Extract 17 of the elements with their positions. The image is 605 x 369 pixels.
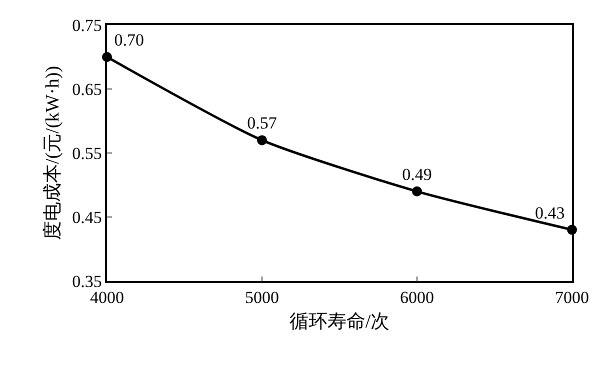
x-axis-title: 循环寿命/次 bbox=[289, 311, 390, 332]
point bbox=[412, 186, 422, 196]
y-tick-label: 0.65 bbox=[72, 80, 102, 99]
data-label: 0.70 bbox=[114, 30, 144, 50]
y-tick-label: 0.55 bbox=[72, 144, 102, 163]
data-label: 0.57 bbox=[247, 114, 278, 133]
x-tick-label: 5000 bbox=[245, 288, 279, 308]
point bbox=[257, 135, 267, 146]
data-label: 0.49 bbox=[402, 164, 432, 184]
y-tick-label: 0.75 bbox=[72, 16, 102, 35]
x-tick-label: 6000 bbox=[400, 288, 434, 308]
x-tick-label: 7000 bbox=[555, 288, 589, 308]
y-axis-title: 度电成本/(元/(kW·h)) bbox=[41, 66, 64, 240]
data-label: 0.43 bbox=[535, 203, 565, 222]
y-tick-label: 0.45 bbox=[72, 208, 102, 227]
y-tick-label: 0.35 bbox=[72, 272, 102, 291]
x-tick-label: 4000 bbox=[90, 288, 124, 308]
